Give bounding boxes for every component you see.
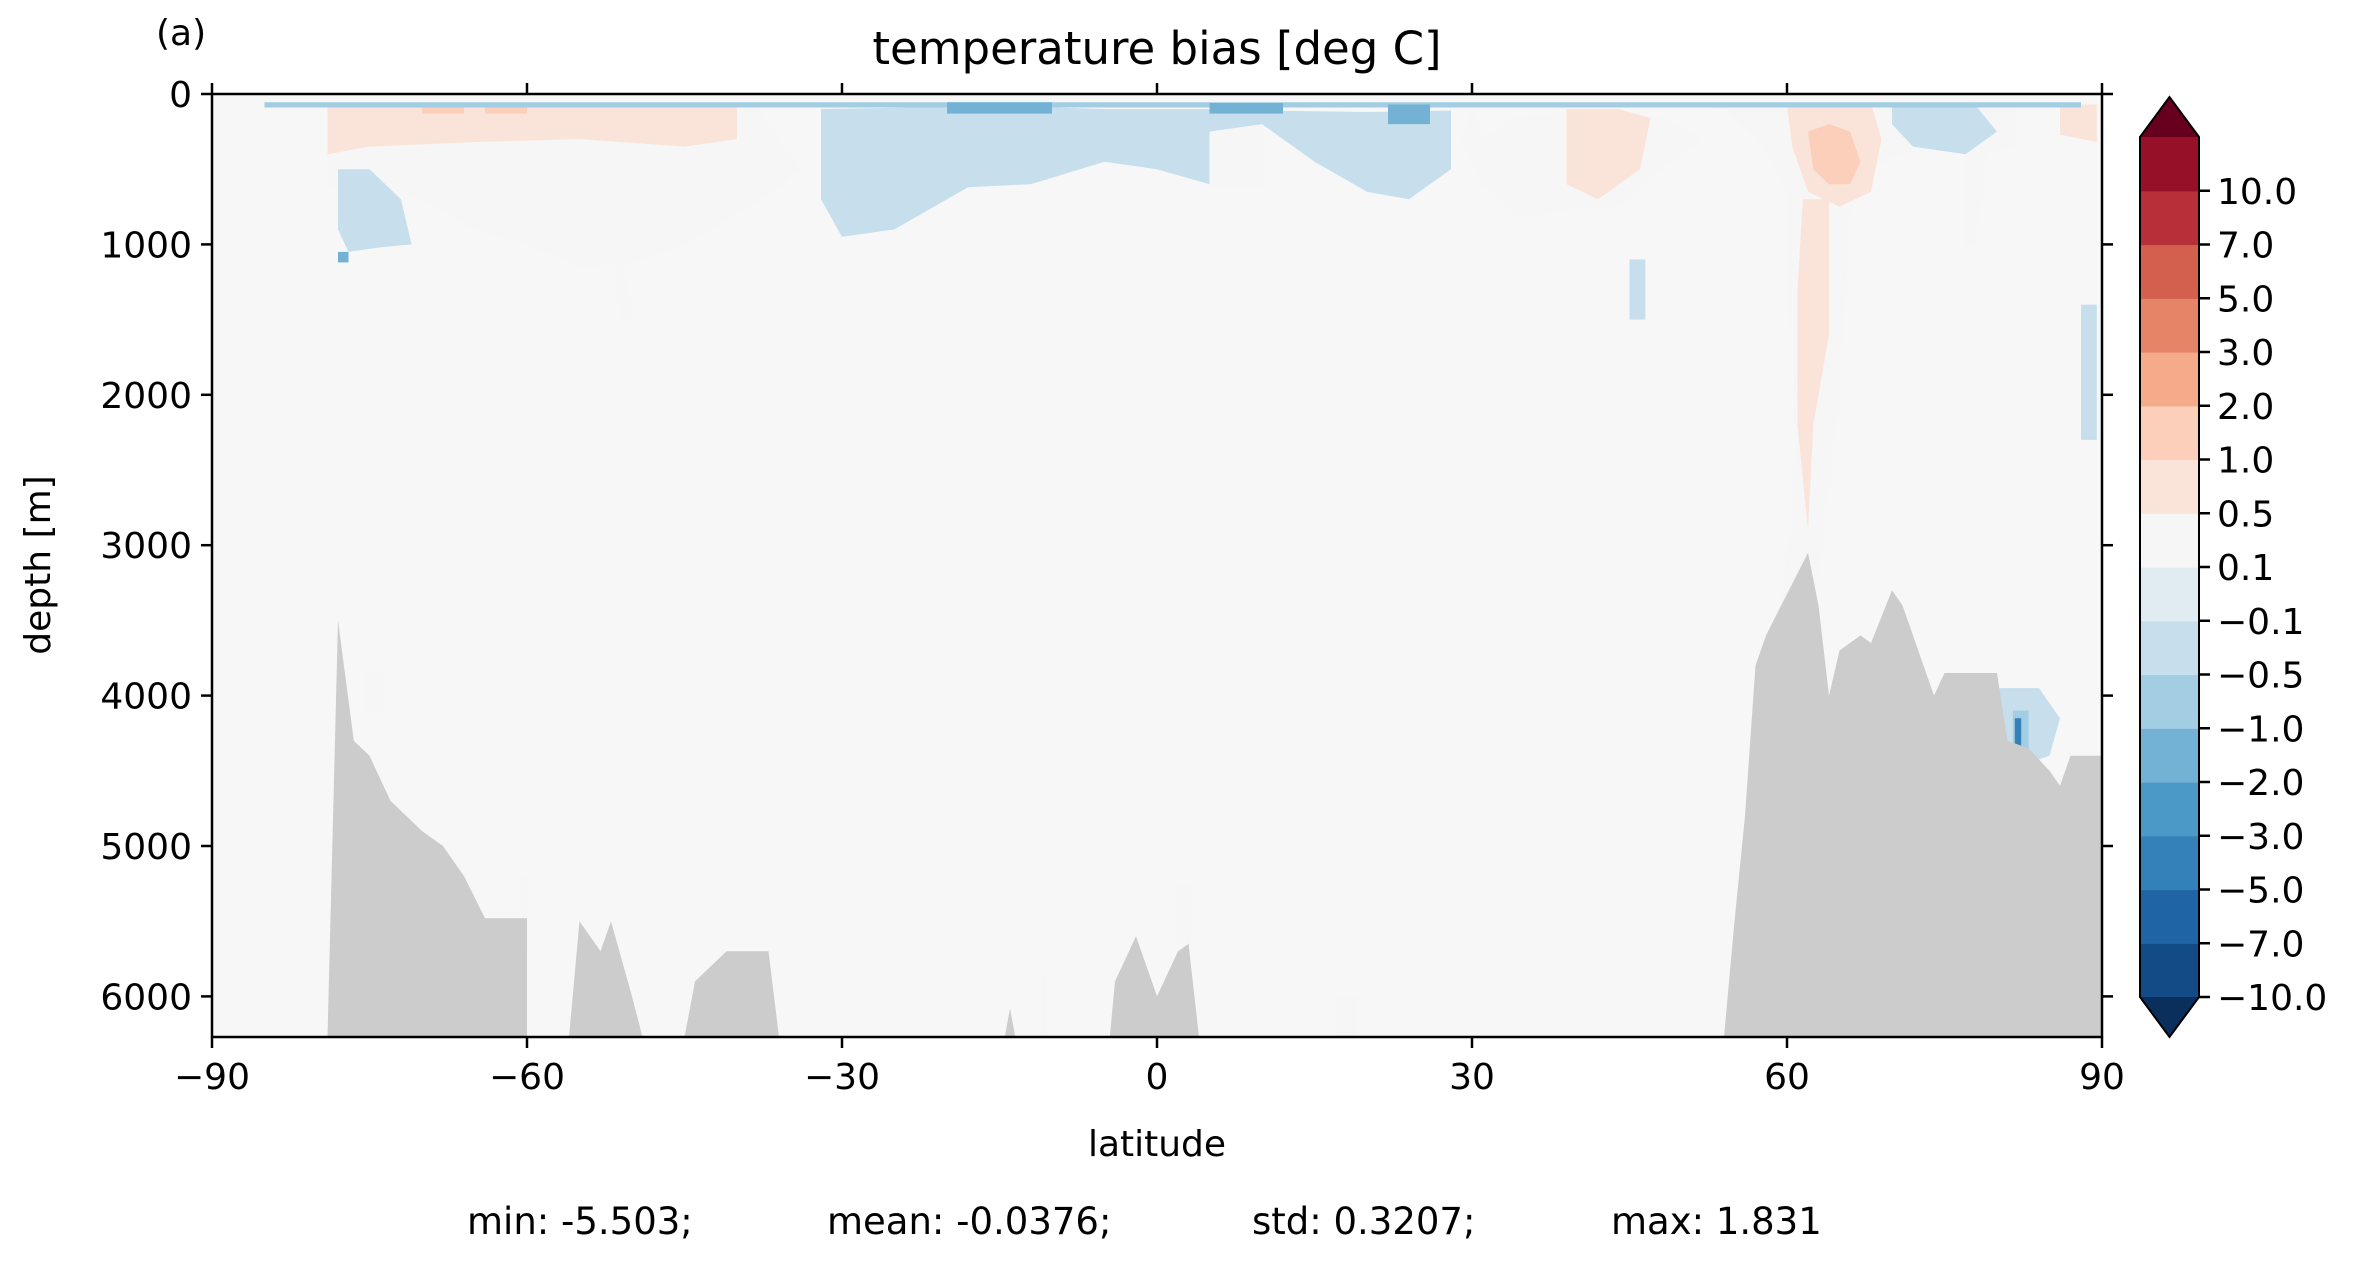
colorbar-tick-label: 1.0 (2217, 441, 2274, 482)
panel-label: (a) (156, 13, 206, 54)
stat-mean: mean: -0.0376; (827, 1200, 1111, 1243)
bias-region-18 (338, 169, 412, 252)
x-tick-label: 0 (1146, 1057, 1169, 1098)
y-tick-label: 3000 (100, 526, 192, 567)
bias-region-21 (1892, 106, 1997, 155)
colorbar-band (2140, 190, 2199, 246)
colorbar-band (2140, 244, 2199, 299)
colorbar-band (2140, 137, 2199, 192)
colorbar-band (2140, 943, 2199, 998)
x-tick-label: 90 (2079, 1057, 2125, 1098)
stat-max: max: 1.831 (1611, 1200, 1822, 1243)
colorbar-band (2140, 889, 2199, 944)
colorbar-band (2140, 567, 2199, 622)
colorbar-tick-label: 10.0 (2217, 172, 2297, 213)
bias-region-26 (947, 102, 1052, 114)
x-tick-label: −90 (174, 1057, 250, 1098)
stats-line: min: -5.503; mean: -0.0376; std: 0.3207;… (467, 1200, 1822, 1243)
y-tick-label: 0 (169, 75, 192, 116)
bias-region-22 (1629, 259, 1646, 320)
x-tick-label: −60 (489, 1057, 565, 1098)
bias-region-12 (2060, 104, 2097, 143)
bias-region-9 (1566, 109, 1651, 200)
colorbar-band (2140, 298, 2199, 353)
y-tick-label: 6000 (100, 977, 192, 1018)
bias-region-31 (338, 251, 349, 263)
colorbar-band (2140, 674, 2199, 729)
bias-field-layer (264, 102, 2097, 1037)
x-axis-label: latitude (1088, 1124, 1226, 1165)
colorbar-band (2140, 835, 2199, 891)
colorbar-band (2140, 620, 2199, 676)
colorbar-band (2140, 782, 2199, 837)
colorbar-tick-label: −3.0 (2217, 817, 2304, 858)
x-tick-label: 60 (1764, 1057, 1810, 1098)
stat-std: std: 0.3207; (1252, 1200, 1475, 1243)
colorbar-tick-label: −0.5 (2217, 656, 2304, 697)
seafloor-land-mask (212, 552, 2102, 1037)
colorbar-extend-max (2140, 97, 2199, 137)
bias-region-16 (1335, 996, 1357, 1037)
x-tick-label: −30 (804, 1057, 880, 1098)
colorbar-tick-label: 3.0 (2217, 333, 2274, 374)
bias-region-25 (264, 102, 2081, 108)
bias-region-23 (2081, 304, 2097, 440)
colorbar-tick-label: −0.1 (2217, 602, 2304, 643)
bias-region-2 (327, 103, 737, 155)
stat-min: min: -5.503; (467, 1200, 693, 1243)
colorbar-tick-label: −1.0 (2217, 709, 2304, 750)
y-axis-label: depth [m] (18, 475, 59, 654)
y-tick-label: 2000 (100, 376, 192, 417)
y-tick-label: 1000 (100, 225, 192, 266)
chart-title: temperature bias [deg C] (872, 22, 1441, 75)
x-tick-label: 30 (1449, 1057, 1495, 1098)
colorbar-band (2140, 459, 2199, 514)
colorbar-tick-label: 7.0 (2217, 226, 2274, 267)
colorbar-extend-min (2140, 997, 2199, 1037)
bias-region-17 (1041, 978, 1047, 1037)
bias-region-15 (1178, 883, 1191, 944)
colorbar-band (2140, 352, 2199, 407)
colorbar: −10.0 −7.0 −5.0 −3.0 −2.0 −1.0 −0.5 −0.1 0.1 0.5 1… (2139, 95, 2327, 1039)
bias-region-7 (1461, 103, 2018, 628)
bias-region-20 (1104, 109, 1451, 200)
colorbar-band (2140, 513, 2199, 568)
colorbar-tick-label: −5.0 (2217, 871, 2304, 912)
bias-region-8 (1797, 199, 1829, 531)
colorbar-tick-label: −2.0 (2217, 763, 2304, 804)
y-tick-label: 4000 (100, 677, 192, 718)
colorbar-band (2140, 405, 2199, 461)
axes-layer: −90 −60 −30 0 30 60 90 0 1000 2000 3000 4000 5000 600… (100, 75, 2125, 1098)
bias-region-28 (1388, 104, 1430, 125)
colorbar-tick-label: 0.1 (2217, 548, 2274, 589)
bias-region-11 (1808, 124, 1861, 185)
colorbar-tick-label: 2.0 (2217, 387, 2274, 428)
land-mask-layer (212, 552, 2102, 1037)
colorbar-band (2140, 728, 2199, 783)
colorbar-tick-label: 0.5 (2217, 494, 2274, 535)
bias-region-1 (611, 244, 632, 320)
colorbar-tick-label: 5.0 (2217, 279, 2274, 320)
y-tick-label: 5000 (100, 827, 192, 868)
colorbar-tick-label: −10.0 (2217, 978, 2327, 1019)
bias-region-13 (364, 673, 386, 711)
colorbar-tick-label: −7.0 (2217, 924, 2304, 965)
bias-region-27 (1209, 103, 1283, 114)
